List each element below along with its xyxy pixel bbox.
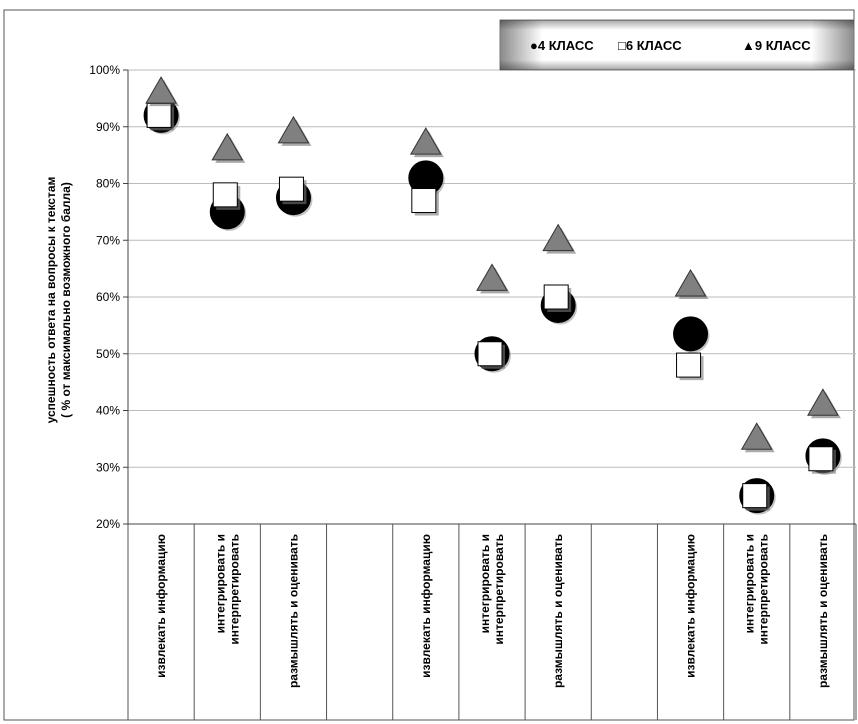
y-tick-label: 90%	[96, 120, 120, 134]
grade-9-point	[145, 76, 177, 104]
y-axis-label: успешность ответа на вопросы к текстам( …	[44, 176, 73, 423]
grade-6-point	[543, 284, 569, 310]
y-tick-label: 60%	[96, 290, 120, 304]
category-label: размышлять и оценивать	[551, 534, 565, 688]
y-tick-label: 70%	[96, 233, 120, 247]
gridlines	[123, 69, 856, 525]
y-axis-label-line: ( % от максимально возможного балла)	[59, 182, 73, 418]
y-tick-label: 20%	[96, 517, 120, 531]
category-label: размышлять и оценивать	[286, 534, 300, 688]
category-label: интерпретировать	[227, 534, 241, 645]
y-tick-label: 80%	[96, 177, 120, 191]
grade-6-point	[477, 341, 503, 367]
category-label: размышлять и оценивать	[816, 534, 830, 688]
category-label: извлекать информацию	[154, 534, 168, 678]
grade-9-point	[409, 127, 442, 155]
grade-6-point	[146, 102, 172, 128]
y-axis-label-line: успешность ответа на вопросы к текстам	[44, 176, 58, 423]
grade-6-point	[808, 446, 834, 472]
category-label: интегрировать и	[213, 534, 227, 633]
grade-9-point	[674, 269, 707, 297]
legend-item: □6 КЛАСС	[618, 38, 682, 53]
data-points	[143, 76, 842, 515]
grade-6-point	[212, 182, 238, 208]
grade-6-point	[742, 483, 768, 509]
category-label: интегрировать и	[478, 534, 492, 633]
grade-6-point	[676, 352, 702, 378]
grade-6-point	[411, 188, 437, 214]
grade-9-point	[807, 388, 839, 416]
y-tick-label: 30%	[96, 460, 120, 474]
category-label: извлекать информацию	[419, 534, 433, 678]
y-tick-label: 40%	[96, 404, 120, 418]
legend-item: ▲9 КЛАСС	[742, 38, 811, 53]
legend-item: ●4 КЛАСС	[530, 38, 594, 53]
chart-border	[3, 9, 855, 721]
category-label: интерпретировать	[492, 534, 506, 645]
y-tick-label: 50%	[96, 347, 120, 361]
grade-9-point	[211, 132, 244, 161]
grade-9-point	[277, 115, 310, 144]
grade-6-point	[278, 176, 304, 202]
grade-9-point	[542, 223, 575, 252]
x-axis-categories: извлекать информацию интегрировать и интер…	[127, 524, 857, 720]
y-tick-label: 100%	[89, 63, 120, 77]
category-label: извлекать информацию	[684, 534, 698, 678]
legend: ●4 КЛАСС □6 КЛАСС ▲9 КЛАСС	[499, 19, 855, 71]
y-axis-ticks: 20% 30% 40% 50% 60% 70% 80% 90% 100%	[89, 63, 120, 531]
grade-9-point	[476, 263, 508, 291]
grade-9-point	[740, 422, 773, 450]
category-label: интегрировать и	[743, 534, 757, 633]
legend-shading	[500, 20, 854, 70]
category-label: интерпретировать	[757, 534, 771, 645]
grade-4-point	[673, 316, 709, 352]
